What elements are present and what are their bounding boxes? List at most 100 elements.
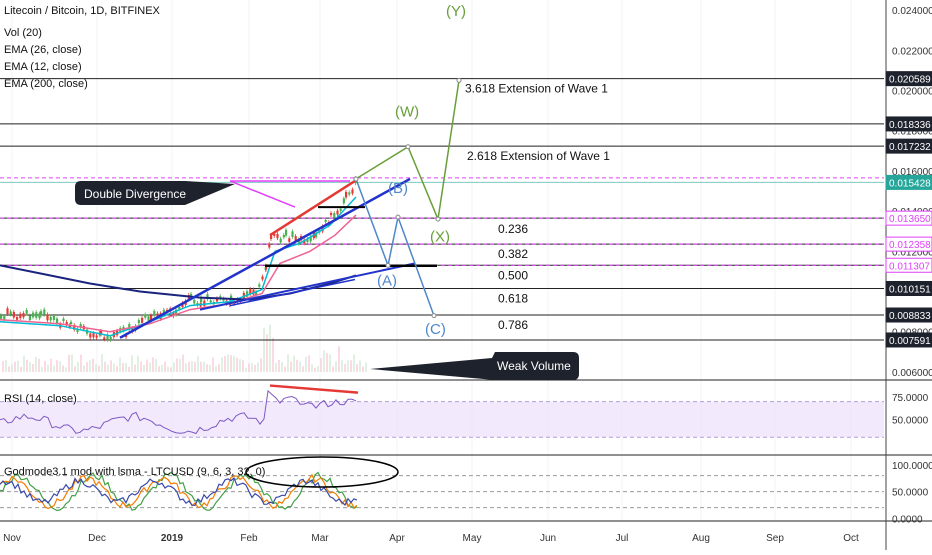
candle-body [3,315,6,320]
price-tag-label: 0.008833 [889,311,931,322]
volume-bar [41,366,43,372]
price-tag-box [885,236,932,252]
volume-bar [113,363,115,372]
godmode-label: Godmode3.1 mod with lsma - LTCUSD (9, 6,… [4,466,265,478]
volume-bar [128,366,130,372]
wave-wxy-path [355,80,460,222]
candle-body [9,311,12,315]
candle-body [268,243,271,248]
wave-point [405,144,411,150]
price-tag-box [885,307,932,323]
volume-bar [353,354,355,372]
rsi-tick-label: 50.0000 [892,415,929,426]
volume-bar [119,357,121,372]
volume-bar [362,366,364,372]
volume-bar [185,363,187,372]
volume-bar [131,355,133,372]
volume-bar [326,353,328,372]
candle-body [79,324,82,328]
x-tick-label: Feb [240,533,258,544]
trendline-steep [119,177,411,339]
candle-body [190,293,193,297]
level-label: 0.236 [498,222,528,236]
price-tick-label: 0.006000 [892,368,932,379]
price-tag-label: 0.011307 [889,261,930,272]
price-tag-box [885,332,932,348]
volume-bar [281,361,283,372]
candle-body [172,312,175,317]
x-tick-label: Mar [311,533,329,544]
price-tag-label: 0.018336 [889,120,931,131]
volume-bar [71,354,73,372]
volume-bar [182,354,184,372]
candle-body [273,233,276,236]
candle-body [249,289,252,295]
callout-double-divergence [75,181,235,205]
candle-body [49,316,52,321]
volume-bar [164,361,166,372]
candle-body [76,328,79,333]
x-tick-label: Oct [843,533,859,544]
candle-body [100,330,103,335]
price-tag-label: 0.015428 [889,178,931,189]
volume-bar [287,354,289,372]
candle-body [285,229,288,236]
callout-double-divergence-text: Double Divergence [84,187,186,201]
candle-body [144,314,147,318]
candle-body [22,313,25,318]
candle-body [282,235,285,238]
candle-body [46,314,49,321]
chart-title: Litecoin / Bitcoin, 1D, BITFINEX [4,5,161,17]
volume-bar [32,364,34,372]
candle-body [342,198,345,204]
x-tick-label: Sep [766,533,784,544]
candle-body [65,322,68,325]
volume-bar [53,365,55,372]
candle-body [141,317,144,323]
candle-body [62,318,65,322]
candle-body [181,303,184,308]
candle-body [12,311,15,318]
volume-bar [161,364,163,372]
volume-bar [242,360,244,372]
wave-point [385,262,391,268]
volume-bar [230,355,232,372]
volume-bar [116,365,118,372]
candle-body [333,213,336,218]
x-tick-label: Jun [540,533,556,544]
candle-body [35,312,38,318]
price-tick-label: 0.012000 [892,247,932,258]
rsi-band [0,401,884,438]
candle-body [16,317,19,320]
divergence-line-price [269,179,356,237]
candle-body [70,321,73,325]
price-tick-label: 0.024000 [892,6,932,17]
godmode-tick-label: 0.0000 [892,514,923,525]
wave-label: (C) [425,321,446,338]
volume-bar [338,346,340,372]
volume-bar [5,360,7,372]
volume-bar [89,360,91,372]
volume-bar [263,327,265,372]
volume-bar [188,361,190,372]
candle-body [321,226,324,232]
candle-body [348,192,351,195]
volume-bar [8,366,10,372]
volume-bar [125,363,127,372]
volume-bar [35,357,37,372]
volume-bar [95,364,97,372]
candle-body [175,309,178,315]
volume-bar [2,361,4,372]
volume-bar [212,357,214,372]
candle-body [92,333,95,338]
price-tag-box [885,257,932,273]
level-label: 0.786 [498,318,528,332]
volume-bar [302,366,304,372]
volume-bar [170,367,172,372]
candle-body [128,324,131,330]
volume-bar [272,337,274,372]
volume-bar [38,358,40,372]
volume-bar [104,361,106,372]
indicator-label: EMA (200, close) [4,78,88,90]
